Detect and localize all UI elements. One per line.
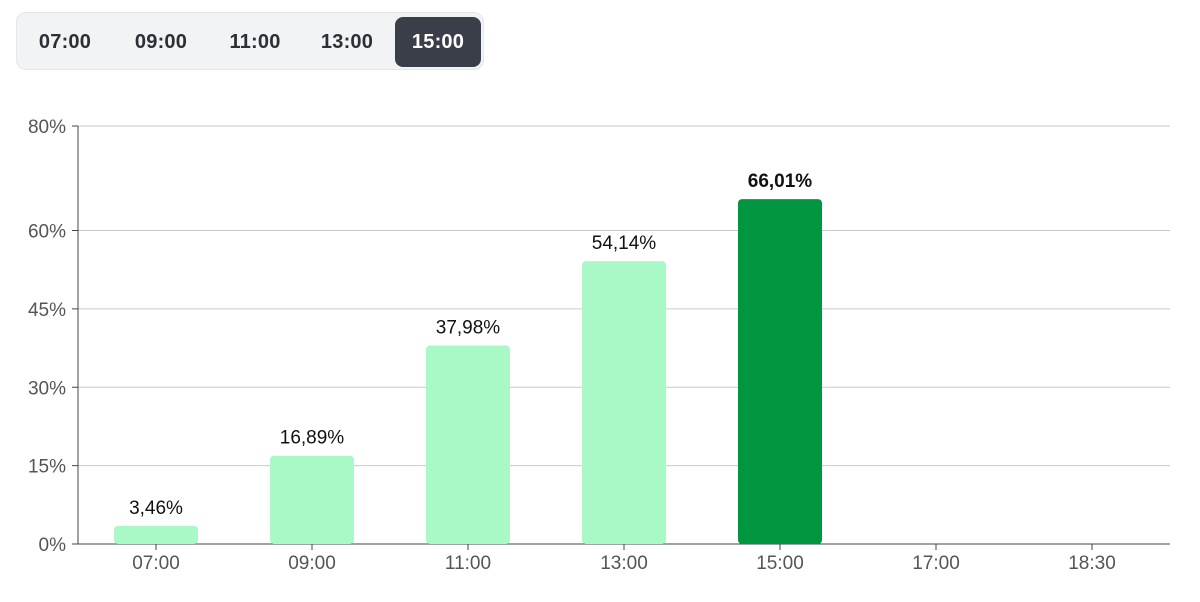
y-tick-label: 80% (28, 117, 66, 138)
bar (114, 525, 198, 544)
x-tick-label: 13:00 (600, 553, 648, 574)
bar (270, 455, 354, 544)
y-tick-label: 0% (39, 535, 67, 556)
bar (582, 261, 666, 544)
x-tick-label: 11:00 (445, 553, 491, 574)
bar (426, 345, 510, 544)
bar-value-label: 66,01% (748, 171, 813, 192)
tab-1500[interactable]: 15:00 (395, 17, 481, 67)
x-tick-label: 09:00 (288, 553, 336, 574)
x-tick-label: 18:30 (1068, 553, 1116, 574)
y-tick-label: 45% (28, 300, 66, 321)
y-tick-label: 15% (28, 457, 66, 478)
bar (738, 199, 822, 544)
x-tick-label: 15:00 (756, 553, 804, 574)
tab-0900[interactable]: 09:00 (134, 31, 188, 53)
y-tick-label: 30% (28, 378, 66, 399)
bar-value-label: 3,46% (129, 498, 183, 519)
y-tick-label: 60% (28, 222, 66, 243)
time-tab-bar: 07:00 09:00 11:00 13:00 15:00 (16, 12, 484, 70)
x-tick-label: 07:00 (132, 553, 180, 574)
x-tick-label: 17:00 (912, 553, 960, 574)
bar-value-label: 16,89% (280, 428, 345, 449)
bar-value-label: 37,98% (436, 318, 501, 339)
tab-1100[interactable]: 11:00 (229, 31, 281, 53)
bar-value-label: 54,14% (592, 233, 657, 254)
tab-1300[interactable]: 13:00 (320, 31, 374, 53)
tab-0700[interactable]: 07:00 (38, 31, 92, 53)
